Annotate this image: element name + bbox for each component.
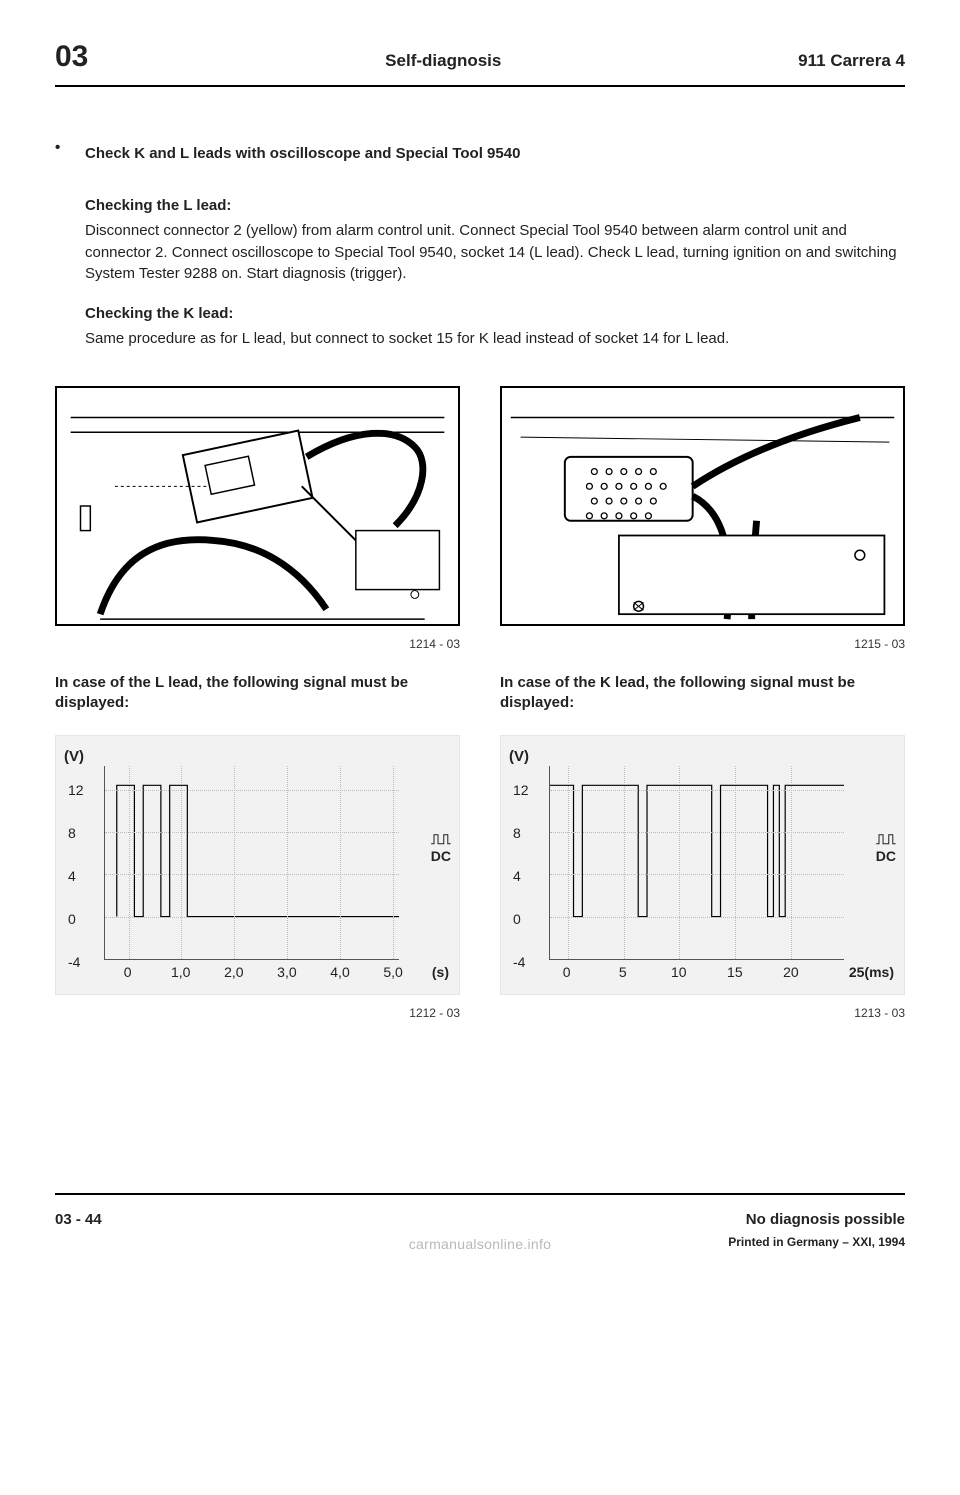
signal-left-title: In case of the L lead, the following sig…: [55, 673, 460, 714]
k-lead-text: Same procedure as for L lead, but connec…: [85, 328, 905, 350]
header-model: 911 Carrera 4: [798, 49, 905, 74]
x-tick-label: 4,0: [330, 962, 349, 982]
dc-label: DC: [876, 848, 896, 865]
page-header: 03 Self-diagnosis 911 Carrera 4: [55, 35, 905, 87]
chapter-number: 03: [55, 35, 88, 79]
y-tick-label: 8: [68, 823, 76, 843]
k-lead-heading: Checking the K lead:: [85, 303, 905, 325]
scope-left-plot: [104, 766, 399, 960]
dc-symbol-icon: ⎍⎍: [431, 831, 451, 848]
x-tick-label: 5: [619, 962, 627, 982]
scope-left-dc: ⎍⎍ DC: [431, 831, 451, 865]
x-tick-label: 3,0: [277, 962, 296, 982]
dc-label: DC: [431, 848, 451, 865]
footer-title: No diagnosis possible: [728, 1209, 905, 1231]
scope-right-plot: [549, 766, 844, 960]
scope-left-yunit: (V): [64, 746, 84, 768]
dc-symbol-icon: ⎍⎍: [876, 831, 896, 848]
scope-left: (V) ⎍⎍ DC (s) 12 8 4 0 -4 0 1,0 2,0 3,0 4,0 5,0: [55, 735, 460, 995]
scope-left-xunit: (s): [432, 962, 449, 982]
footer-print-info: Printed in Germany – XXI, 1994: [728, 1234, 905, 1251]
x-tick-label: 2,0: [224, 962, 243, 982]
y-tick-label: 4: [68, 866, 76, 886]
y-tick-label: 8: [513, 823, 521, 843]
signal-right-title: In case of the K lead, the following sig…: [500, 673, 905, 714]
diagram-right: [500, 386, 905, 626]
scope-right-yunit: (V): [509, 746, 529, 768]
y-tick-label: -4: [68, 952, 80, 972]
footer-page-number: 03 - 44: [55, 1209, 102, 1231]
x-tick-label: 5,0: [383, 962, 402, 982]
y-tick-label: -4: [513, 952, 525, 972]
y-tick-label: 0: [68, 909, 76, 929]
scope-right-dc: ⎍⎍ DC: [876, 831, 896, 865]
x-tick-label: 20: [783, 962, 799, 982]
main-heading: Check K and L leads with oscilloscope an…: [85, 143, 905, 165]
y-tick-label: 12: [513, 780, 529, 800]
y-tick-label: 4: [513, 866, 521, 886]
main-section: • Check K and L leads with oscilloscope …: [55, 137, 905, 368]
bullet-icon: •: [55, 137, 85, 368]
l-lead-heading: Checking the L lead:: [85, 195, 905, 217]
y-tick-label: 0: [513, 909, 521, 929]
diagram-row: 1214 - 03 In case of the L lead, the fol…: [55, 386, 905, 1043]
l-lead-text: Disconnect connector 2 (yellow) from ala…: [85, 220, 905, 285]
watermark: carmanualsonline.info: [409, 1234, 552, 1254]
fig-left-caption: 1214 - 03: [55, 636, 460, 653]
x-tick-label: 0: [124, 962, 132, 982]
x-tick-label: 0: [563, 962, 571, 982]
scope-left-caption: 1212 - 03: [55, 1005, 460, 1022]
diagram-left: [55, 386, 460, 626]
x-tick-label: 15: [727, 962, 743, 982]
x-tick-label: 10: [671, 962, 687, 982]
y-tick-label: 12: [68, 780, 84, 800]
scope-right: (V) ⎍⎍ DC 25(ms) 12 8 4 0 -4 0 5 10 15 20: [500, 735, 905, 995]
x-tick-label: 1,0: [171, 962, 190, 982]
scope-right-caption: 1213 - 03: [500, 1005, 905, 1022]
fig-right-caption: 1215 - 03: [500, 636, 905, 653]
header-title: Self-diagnosis: [88, 49, 798, 74]
scope-right-xunit: 25(ms): [849, 962, 894, 982]
